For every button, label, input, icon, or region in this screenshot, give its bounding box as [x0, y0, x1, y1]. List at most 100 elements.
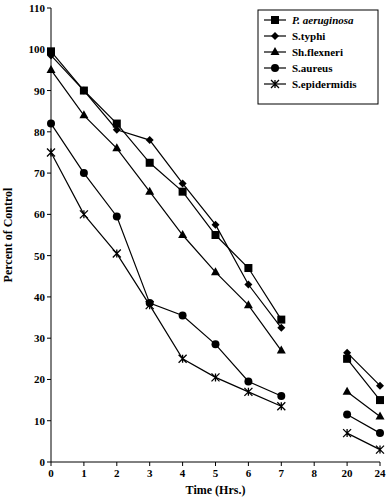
y-tick — [47, 90, 51, 91]
data-point — [244, 281, 252, 289]
x-tick — [347, 462, 348, 466]
y-tick-label: 110 — [29, 2, 45, 14]
data-point — [244, 388, 252, 396]
data-point — [343, 387, 352, 395]
data-point — [47, 65, 56, 73]
data-point — [47, 51, 55, 59]
x-tick-label: 3 — [147, 467, 153, 479]
legend-label: P. aeruginosa — [292, 14, 354, 26]
x-tick-label: 2 — [114, 467, 120, 479]
legend-marker — [271, 47, 280, 55]
x-tick — [83, 462, 84, 466]
data-point — [343, 349, 351, 357]
x-tick-label: 1 — [81, 467, 87, 479]
data-point — [244, 300, 253, 308]
data-point — [343, 411, 351, 419]
data-point — [376, 412, 385, 420]
x-tick-label: 5 — [213, 467, 219, 479]
data-point — [179, 355, 187, 363]
data-point — [178, 230, 187, 238]
y-tick-label: 80 — [34, 126, 46, 138]
y-tick-label: 100 — [29, 43, 46, 55]
data-point — [343, 429, 351, 437]
x-tick — [149, 462, 150, 466]
y-tick-label: 50 — [34, 250, 46, 262]
data-point — [244, 264, 252, 272]
y-tick — [47, 131, 51, 132]
x-tick — [314, 462, 315, 466]
x-tick-label: 7 — [279, 467, 285, 479]
data-point — [47, 120, 55, 128]
y-tick — [47, 420, 51, 421]
y-tick-label: 20 — [34, 373, 46, 385]
x-tick-label: 0 — [48, 467, 54, 479]
legend-marker — [271, 64, 279, 72]
series-line — [51, 55, 380, 385]
legend-marker — [271, 16, 279, 24]
data-point — [80, 169, 88, 177]
data-point — [277, 346, 286, 354]
data-point — [277, 402, 285, 410]
y-tick — [47, 8, 51, 9]
plot-area — [47, 47, 385, 453]
data-point — [146, 301, 154, 309]
y-tick — [47, 214, 51, 215]
data-point — [47, 148, 55, 156]
legend-label: S.epidermidis — [292, 78, 357, 90]
data-point — [212, 340, 220, 348]
legend-label: S.typhi — [292, 30, 325, 42]
y-axis-label: Percent of Control — [1, 187, 15, 283]
y-tick-label: 60 — [34, 208, 46, 220]
x-axis-label: Time (Hrs.) — [186, 483, 246, 497]
y-tick-label: 30 — [34, 332, 46, 344]
x-tick — [281, 462, 282, 466]
x-tick-label: 24 — [375, 467, 386, 479]
chart: 01020304050607080901001100123456782024Ti… — [0, 0, 386, 500]
data-point — [179, 311, 187, 319]
y-tick-label: 10 — [34, 415, 46, 427]
data-point — [277, 324, 285, 332]
data-point — [212, 221, 220, 229]
series-line — [51, 152, 380, 449]
legend-label: Sh.flexneri — [292, 46, 343, 58]
data-point — [376, 396, 384, 404]
y-tick-label: 70 — [34, 167, 46, 179]
data-point — [376, 382, 384, 390]
data-point — [212, 373, 220, 381]
x-tick — [380, 462, 381, 466]
y-tick — [47, 255, 51, 256]
data-point — [179, 188, 187, 196]
data-point — [113, 126, 121, 134]
data-point — [376, 446, 384, 454]
x-tick-label: 4 — [180, 467, 186, 479]
legend-marker — [271, 80, 279, 88]
y-tick — [47, 173, 51, 174]
data-point — [146, 159, 154, 167]
y-axis — [51, 8, 52, 462]
legend-box — [258, 10, 378, 104]
y-tick-label: 90 — [34, 85, 46, 97]
data-point — [212, 231, 220, 239]
series-line — [51, 124, 380, 434]
x-tick-label: 8 — [311, 467, 317, 479]
legend-label: S.aureus — [292, 62, 333, 74]
y-tick — [47, 338, 51, 339]
legend: P. aeruginosa S.typhi Sh.flexneri S.aureus S… — [258, 10, 378, 104]
data-point — [376, 429, 384, 437]
x-tick-label: 6 — [246, 467, 252, 479]
data-point — [80, 87, 88, 95]
data-point — [277, 316, 285, 324]
data-point — [146, 136, 154, 144]
data-point — [113, 250, 121, 258]
data-point — [179, 179, 187, 187]
data-point — [211, 267, 220, 275]
data-point — [112, 143, 121, 151]
y-tick — [47, 296, 51, 297]
y-tick-label: 40 — [34, 291, 46, 303]
data-point — [145, 187, 154, 195]
x-tick — [51, 462, 52, 466]
legend-marker — [271, 32, 279, 40]
data-point — [79, 110, 88, 118]
data-point — [244, 378, 252, 386]
x-tick — [182, 462, 183, 466]
